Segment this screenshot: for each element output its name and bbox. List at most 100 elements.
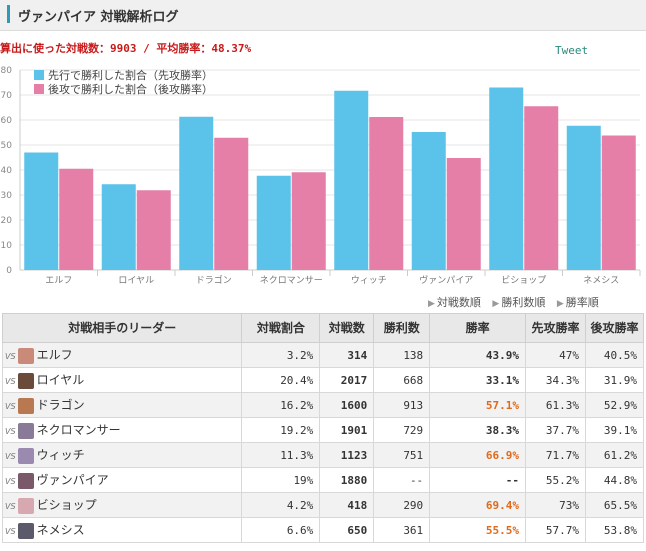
second-winrate-cell: 53.8% bbox=[585, 517, 644, 543]
tweet-link[interactable]: Tweet bbox=[555, 44, 589, 57]
bishop-icon bbox=[17, 497, 34, 514]
first-winrate-cell: 71.7% bbox=[525, 442, 586, 468]
bar-second bbox=[214, 137, 249, 270]
winrate-cell: -- bbox=[429, 467, 527, 493]
sort-by-wins-link[interactable]: ▶ 勝利数順 bbox=[492, 296, 545, 309]
table-body: VS エルフ 3.2% 314 138 43.9% 47% 40.5% VS ロイヤル 20.4% 2… bbox=[1, 342, 644, 543]
ratio-cell: 16.2% bbox=[241, 392, 321, 418]
x-tick-label: ネクロマンサー bbox=[260, 275, 323, 286]
bar-second bbox=[136, 190, 171, 270]
col-ratio[interactable]: 対戦割合 bbox=[241, 313, 321, 343]
leader-name: ドラゴン bbox=[36, 398, 85, 413]
games-cell: 314 bbox=[319, 342, 375, 368]
col-second-winrate[interactable]: 後攻勝率 bbox=[585, 313, 644, 343]
dragon-icon bbox=[17, 397, 34, 414]
vs-label: VS bbox=[5, 377, 16, 387]
second-winrate-cell: 65.5% bbox=[585, 492, 644, 518]
vs-label: VS bbox=[5, 452, 16, 462]
second-winrate-cell: 39.1% bbox=[585, 417, 644, 443]
triangle-right-icon: ▶ bbox=[556, 299, 564, 309]
y-tick-label: 10 bbox=[1, 241, 13, 251]
bar-first bbox=[411, 132, 446, 270]
vs-label: VS bbox=[5, 427, 16, 437]
second-winrate-cell: 61.2% bbox=[585, 442, 644, 468]
sort-by-winrate-label[interactable]: 勝率順 bbox=[565, 296, 599, 309]
col-winrate[interactable]: 勝率 bbox=[429, 313, 527, 343]
table-header-row: 対戦相手のリーダー 対戦割合 対戦数 勝利数 勝率 先攻勝率 後攻勝率 bbox=[1, 313, 644, 343]
games-cell: 1901 bbox=[319, 417, 375, 443]
leader-name: ロイヤル bbox=[36, 373, 85, 388]
table-row: VS ネクロマンサー 19.2% 1901 729 38.3% 37.7% 39.1% bbox=[1, 417, 644, 443]
first-winrate-cell: 37.7% bbox=[525, 417, 586, 443]
vs-label: VS bbox=[5, 502, 16, 512]
triangle-right-icon: ▶ bbox=[428, 299, 435, 309]
x-tick-label: ビショップ bbox=[501, 275, 546, 286]
x-tick-label: ドラゴン bbox=[196, 274, 232, 286]
second-winrate-cell: 31.9% bbox=[585, 367, 644, 393]
elf-icon bbox=[17, 347, 34, 364]
wins-cell: 361 bbox=[373, 517, 431, 543]
first-winrate-cell: 34.3% bbox=[525, 367, 586, 393]
table-row: VS ネメシス 6.6% 650 361 55.5% 57.7% 53.8% bbox=[1, 517, 644, 543]
legend-label-second: 後攻で勝利した割合（後攻勝率） bbox=[48, 82, 213, 96]
vs-label: VS bbox=[5, 477, 16, 487]
first-winrate-cell: 61.3% bbox=[525, 392, 586, 418]
bar-second bbox=[59, 168, 94, 270]
wins-cell: 751 bbox=[373, 442, 431, 468]
games-cell: 1880 bbox=[319, 467, 375, 493]
wins-cell: 913 bbox=[373, 392, 431, 418]
x-tick-label: ロイヤル bbox=[118, 276, 154, 286]
leader-cell: VS ロイヤル bbox=[1, 367, 243, 393]
x-tick-label: ネメシス bbox=[583, 275, 619, 286]
ratio-cell: 20.4% bbox=[241, 367, 321, 393]
ratio-cell: 4.2% bbox=[241, 492, 321, 518]
royal-icon bbox=[17, 372, 34, 389]
bar-first bbox=[489, 87, 524, 270]
second-winrate-cell: 52.9% bbox=[585, 392, 644, 418]
bar-first bbox=[179, 116, 214, 270]
table-row: VS ヴァンパイア 19% 1880 -- -- 55.2% 44.8% bbox=[1, 467, 644, 493]
table-row: VS ビショップ 4.2% 418 290 69.4% 73% 65.5% bbox=[1, 492, 644, 518]
winrate-cell: 33.1% bbox=[429, 367, 527, 393]
leader-cell: VS ヴァンパイア bbox=[1, 467, 243, 493]
leader-cell: VS エルフ bbox=[1, 342, 243, 368]
sort-by-games-label[interactable]: 対戦数順 bbox=[436, 296, 481, 309]
table-row: VS ロイヤル 20.4% 2017 668 33.1% 34.3% 31.9% bbox=[1, 367, 644, 393]
col-wins[interactable]: 勝利数 bbox=[373, 313, 431, 343]
first-winrate-cell: 55.2% bbox=[525, 467, 586, 493]
leader-name: ウィッチ bbox=[36, 448, 85, 463]
y-tick-label: 80 bbox=[1, 66, 13, 76]
vs-label: VS bbox=[5, 402, 16, 412]
bar-second bbox=[446, 158, 481, 270]
leader-cell: VS ドラゴン bbox=[1, 392, 243, 418]
leader-name: エルフ bbox=[36, 348, 73, 363]
y-tick-label: 60 bbox=[1, 116, 13, 126]
sort-by-wins-label[interactable]: 勝利数順 bbox=[501, 296, 546, 309]
bar-second bbox=[291, 172, 326, 270]
winrate-cell: 69.4% bbox=[429, 492, 527, 518]
sort-by-winrate-link[interactable]: ▶ 勝率順 bbox=[557, 296, 599, 309]
necromancer-icon bbox=[17, 422, 34, 439]
games-cell: 2017 bbox=[319, 367, 375, 393]
sort-links: ▶ 対戦数順 ▶ 勝利数順 ▶ 勝率順 bbox=[420, 294, 599, 310]
vs-label: VS bbox=[5, 352, 16, 362]
y-tick-label: 70 bbox=[1, 91, 13, 101]
sort-by-games-link[interactable]: ▶ 対戦数順 bbox=[428, 296, 481, 309]
col-first-winrate[interactable]: 先攻勝率 bbox=[525, 313, 586, 343]
col-leader[interactable]: 対戦相手のリーダー bbox=[1, 313, 243, 343]
bar-first bbox=[256, 175, 291, 270]
ratio-cell: 6.6% bbox=[241, 517, 321, 543]
y-tick-label: 30 bbox=[1, 191, 13, 201]
table-row: VS エルフ 3.2% 314 138 43.9% 47% 40.5% bbox=[1, 342, 644, 368]
wins-cell: 290 bbox=[373, 492, 431, 518]
leader-cell: VS ネクロマンサー bbox=[1, 417, 243, 443]
page-title: ヴァンパイア 対戦解析ログ bbox=[18, 10, 179, 25]
games-cell: 418 bbox=[319, 492, 375, 518]
first-winrate-cell: 57.7% bbox=[525, 517, 586, 543]
leader-cell: VS ビショップ bbox=[1, 492, 243, 518]
winrate-cell: 57.1% bbox=[429, 392, 527, 418]
leader-name: ヴァンパイア bbox=[36, 473, 109, 488]
col-games[interactable]: 対戦数 bbox=[319, 313, 375, 343]
leader-name: ビショップ bbox=[36, 498, 97, 513]
bar-first bbox=[334, 90, 369, 270]
